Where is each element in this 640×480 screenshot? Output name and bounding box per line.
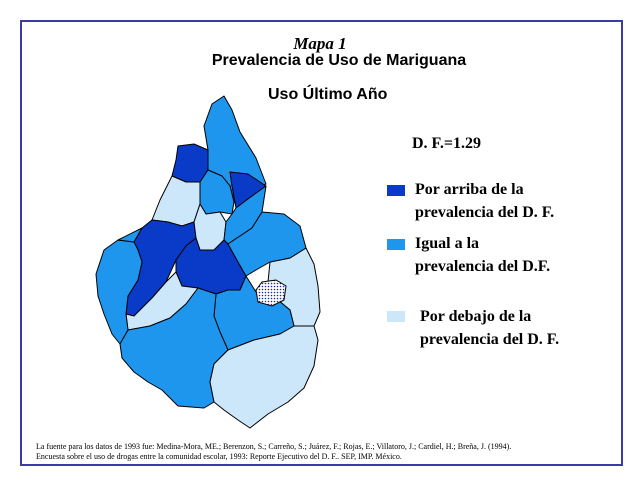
legend-item-below: Por debajo de la prevalencia del D. F. [420, 305, 559, 351]
legend-equal-line1: Igual a la [415, 235, 480, 252]
legend-above-line2: prevalencia del D. F. [415, 204, 555, 221]
source-line1: La fuente para los datos de 1993 fue: Me… [36, 442, 512, 451]
legend-below-line1: Por debajo de la [420, 308, 532, 325]
df-prevalence-value: D. F.=1.29 [412, 135, 481, 152]
region-northwest[interactable] [171, 143, 209, 183]
map-title: Prevalencia de Uso de Mariguana [211, 52, 467, 69]
region-far-west[interactable] [95, 239, 143, 345]
legend-swatch-below [387, 311, 405, 322]
map-title-number: Mapa 1 [293, 34, 347, 53]
legend-below-line2: prevalencia del D. F. [420, 331, 560, 348]
legend-swatch-above [387, 185, 405, 196]
region-west-sliver[interactable] [117, 227, 143, 243]
region-southeast[interactable] [209, 325, 319, 429]
map-subtitle: Uso Último Año [268, 86, 388, 103]
source-note: La fuente para los datos de 1993 fue: Me… [36, 442, 616, 462]
region-west-upper[interactable] [151, 175, 201, 227]
region-east-large[interactable] [227, 211, 307, 277]
legend-equal-line2: prevalencia del D.F. [415, 258, 551, 275]
legend-item-equal: Igual a la prevalencia del D.F. [415, 232, 550, 278]
legend-item-above: Por arriba de la prevalencia del D. F. [415, 178, 554, 224]
region-dotted[interactable] [255, 279, 287, 307]
source-line2: Encuesta sobre el uso de drogas entre la… [36, 452, 402, 461]
legend-swatch-equal [387, 239, 405, 250]
legend-above-line1: Por arriba de la [415, 181, 524, 198]
